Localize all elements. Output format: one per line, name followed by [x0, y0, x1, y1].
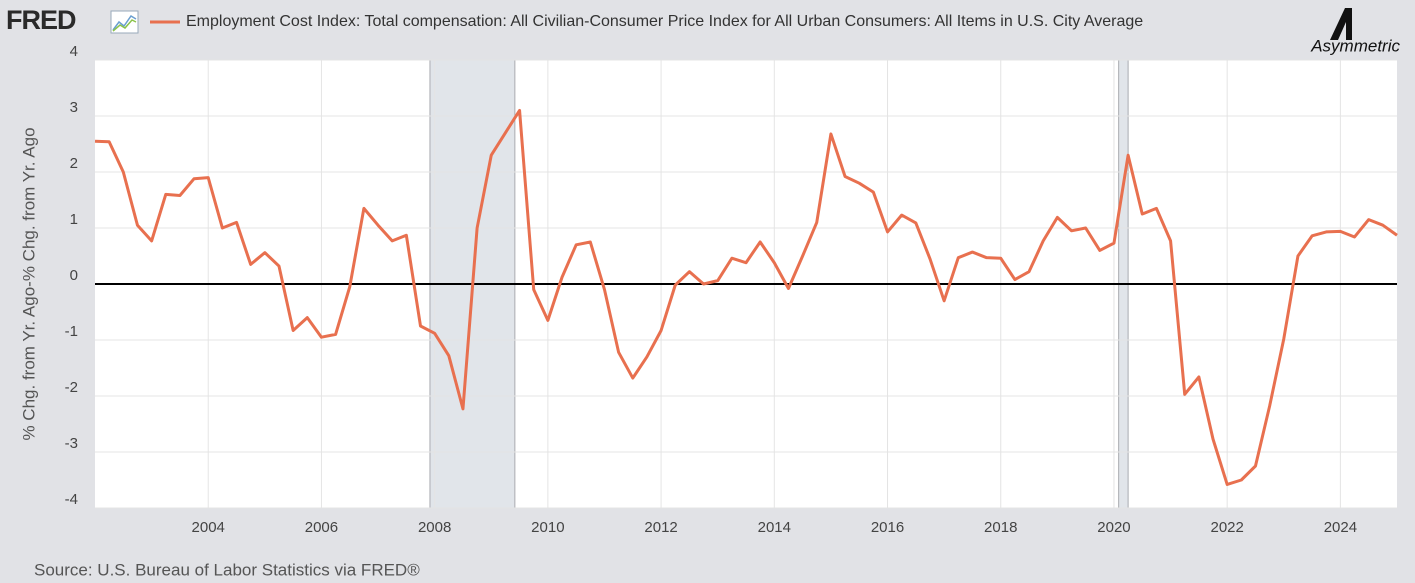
x-tick-label: 2014 — [758, 519, 791, 536]
watermark-glyph — [1330, 8, 1352, 40]
logo-line — [112, 19, 137, 32]
y-tick-label: 0 — [70, 267, 78, 284]
y-tick-label: -4 — [65, 491, 78, 508]
y-axis-label: % Chg. from Yr. Ago-% Chg. from Yr. Ago — [19, 127, 38, 440]
y-tick-label: -2 — [65, 379, 78, 396]
x-tick-label: 2024 — [1324, 519, 1357, 536]
logo-icon — [110, 10, 139, 34]
x-tick-label: 2008 — [418, 519, 451, 536]
logo: FRED — [6, 5, 76, 35]
legend-label: Employment Cost Index: Total compensatio… — [186, 13, 1143, 30]
x-tick-label: 2012 — [644, 519, 677, 536]
y-tick-label: 2 — [70, 155, 78, 172]
x-tick-label: 2018 — [984, 519, 1017, 536]
y-tick-label: 1 — [70, 211, 78, 228]
series-line — [94, 108, 1398, 486]
watermark-icon — [1330, 8, 1352, 40]
y-tick-label: -3 — [65, 435, 78, 452]
x-tick-label: 2020 — [1097, 519, 1130, 536]
y-tick-label: -1 — [65, 323, 78, 340]
x-tick-label: 2022 — [1210, 519, 1243, 536]
x-tick-label: 2016 — [871, 519, 904, 536]
source: Source: U.S. Bureau of Labor Statistics … — [34, 560, 420, 579]
y-tick-label: 4 — [70, 43, 78, 60]
y-tick-label: 3 — [70, 99, 78, 116]
x-tick-label: 2010 — [531, 519, 564, 536]
x-tick-label: 2006 — [305, 519, 338, 536]
watermark: Asymmetric — [1310, 36, 1400, 55]
x-tick-label: 2004 — [192, 519, 225, 536]
logo-line — [112, 14, 137, 31]
plot-layer — [94, 59, 1398, 509]
